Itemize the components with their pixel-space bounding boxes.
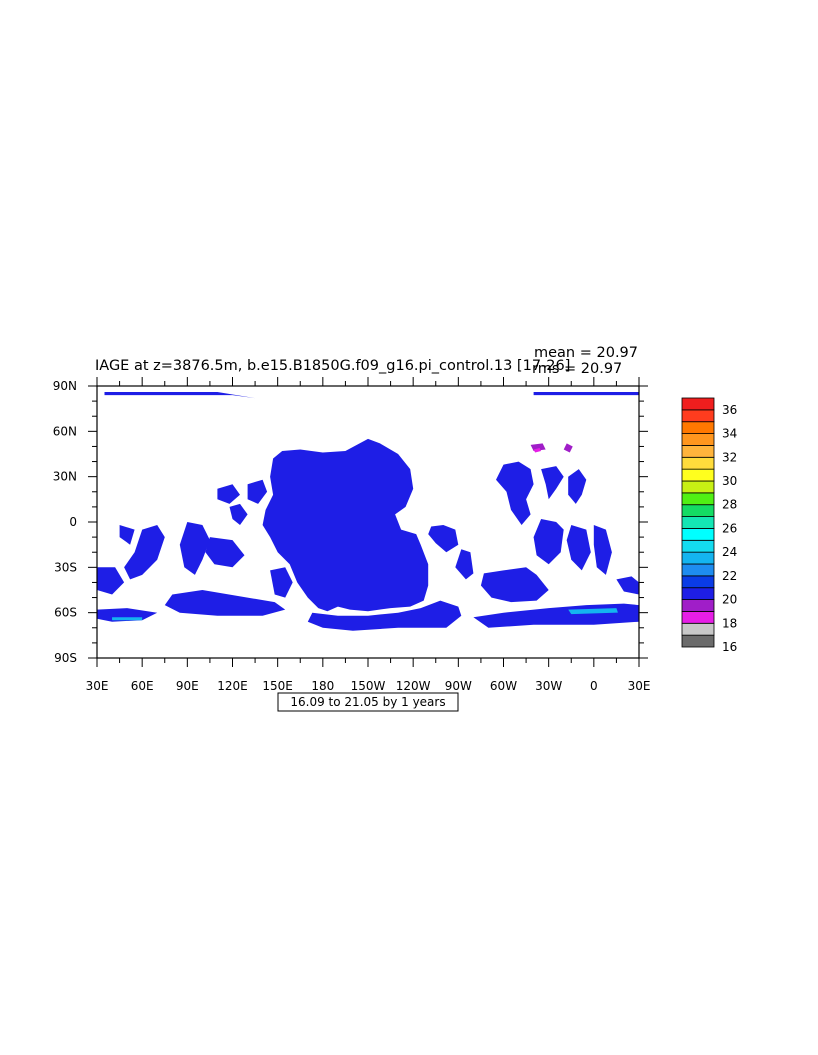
iage-region bbox=[566, 525, 591, 571]
axis-ticks bbox=[88, 377, 648, 667]
colorbar-label: 34 bbox=[722, 427, 737, 441]
x-tick-label: 120E bbox=[217, 679, 248, 693]
colorbar-box bbox=[681, 421, 715, 434]
colorbar: 16 18 20 22 24 26 28 30 32 34 36 bbox=[681, 397, 737, 654]
mean-label: mean = 20.97 bbox=[534, 345, 638, 361]
iage-region-22-24 bbox=[568, 608, 618, 615]
colorbar-box bbox=[681, 587, 715, 600]
x-tick-label: 90W bbox=[445, 679, 472, 693]
colorbar-box bbox=[681, 563, 715, 577]
y-tick-label: 60S bbox=[54, 606, 77, 620]
x-axis-labels: 30E 60E 90E 120E 150E 180 150W 120W 90W 60W 30W 0 30… bbox=[86, 679, 651, 693]
x-tick-label: 30E bbox=[628, 679, 651, 693]
colorbar-box bbox=[681, 492, 715, 506]
colorbar-box bbox=[681, 622, 715, 636]
iage-field bbox=[97, 392, 639, 631]
colorbar-box bbox=[681, 445, 715, 458]
iage-region-19-20 bbox=[530, 443, 546, 451]
iage-region bbox=[533, 392, 639, 396]
y-axis-labels: 90N 60N 30N 0 30S 60S 90S bbox=[53, 379, 77, 665]
colorbar-label: 32 bbox=[722, 450, 737, 464]
colorbar-box bbox=[681, 528, 715, 541]
colorbar-label: 28 bbox=[722, 498, 737, 512]
iage-region bbox=[480, 567, 549, 603]
iage-region bbox=[496, 461, 534, 525]
iage-region bbox=[97, 567, 125, 595]
iage-region bbox=[119, 525, 135, 545]
colorbar-box bbox=[681, 599, 715, 612]
iage-region bbox=[428, 525, 459, 553]
y-tick-label: 30S bbox=[54, 560, 77, 574]
colorbar-label: 16 bbox=[722, 640, 737, 654]
colorbar-label: 30 bbox=[722, 474, 737, 488]
colorbar-box bbox=[681, 611, 715, 624]
y-tick-label: 30N bbox=[53, 470, 77, 484]
iage-region bbox=[247, 479, 268, 504]
x-tick-label: 120W bbox=[396, 679, 431, 693]
x-tick-label: 60E bbox=[131, 679, 154, 693]
colorbar-box bbox=[681, 480, 715, 494]
colorbar-box bbox=[681, 634, 715, 648]
iage-region bbox=[262, 438, 429, 612]
iage-region bbox=[164, 590, 286, 616]
x-tick-label: 0 bbox=[590, 679, 598, 693]
subtitle-box bbox=[277, 692, 459, 712]
y-tick-label: 90S bbox=[54, 651, 77, 665]
colorbar-label: 20 bbox=[722, 593, 737, 607]
iage-region bbox=[104, 392, 256, 399]
colorbar-box bbox=[681, 539, 715, 553]
iage-region bbox=[541, 466, 564, 500]
colorbar-label: 36 bbox=[722, 403, 737, 417]
iage-region bbox=[568, 469, 587, 504]
map-area bbox=[96, 385, 640, 659]
iage-region-19-20 bbox=[563, 443, 573, 453]
colorbar-label: 26 bbox=[722, 521, 737, 535]
x-tick-label: 90E bbox=[176, 679, 199, 693]
subtitle: 16.09 to 21.05 by 1 years bbox=[290, 695, 445, 709]
iage-region bbox=[229, 503, 248, 525]
x-tick-label: 30W bbox=[535, 679, 562, 693]
iage-region bbox=[205, 537, 245, 568]
iage-region bbox=[217, 484, 240, 504]
colorbar-box bbox=[681, 575, 715, 589]
iage-region bbox=[270, 567, 293, 598]
iage-region-22-24 bbox=[112, 617, 143, 621]
y-tick-label: 90N bbox=[53, 379, 77, 393]
x-tick-label: 150E bbox=[262, 679, 293, 693]
x-tick-label: 30E bbox=[86, 679, 109, 693]
x-tick-label: 150W bbox=[351, 679, 386, 693]
colorbar-box bbox=[681, 409, 715, 423]
colorbar-box bbox=[681, 468, 715, 482]
colorbar-box bbox=[681, 504, 715, 517]
y-tick-label: 0 bbox=[69, 515, 77, 529]
colorbar-box bbox=[681, 551, 715, 565]
colorbar-box bbox=[681, 456, 715, 470]
iage-region bbox=[179, 522, 210, 575]
colorbar-box bbox=[681, 516, 715, 529]
colorbar-box bbox=[681, 433, 715, 446]
x-tick-label: 180 bbox=[311, 679, 334, 693]
colorbar-label: 24 bbox=[722, 545, 737, 559]
iage-region bbox=[307, 600, 462, 631]
colorbar-label: 22 bbox=[722, 569, 737, 583]
iage-region-18-19 bbox=[533, 447, 542, 453]
iage-region bbox=[124, 525, 165, 580]
iage-region bbox=[455, 549, 474, 580]
colorbar-box bbox=[681, 397, 715, 411]
x-tick-label: 60W bbox=[490, 679, 517, 693]
iage-region bbox=[533, 519, 564, 565]
y-tick-label: 60N bbox=[53, 424, 77, 438]
colorbar-label: 18 bbox=[722, 616, 737, 630]
rms-label: rms = 20.97 bbox=[532, 361, 622, 377]
iage-region bbox=[616, 576, 639, 595]
iage-region bbox=[593, 525, 612, 575]
chart-title: IAGE at z=3876.5m, b.e15.B1850G.f09_g16.… bbox=[95, 358, 570, 374]
